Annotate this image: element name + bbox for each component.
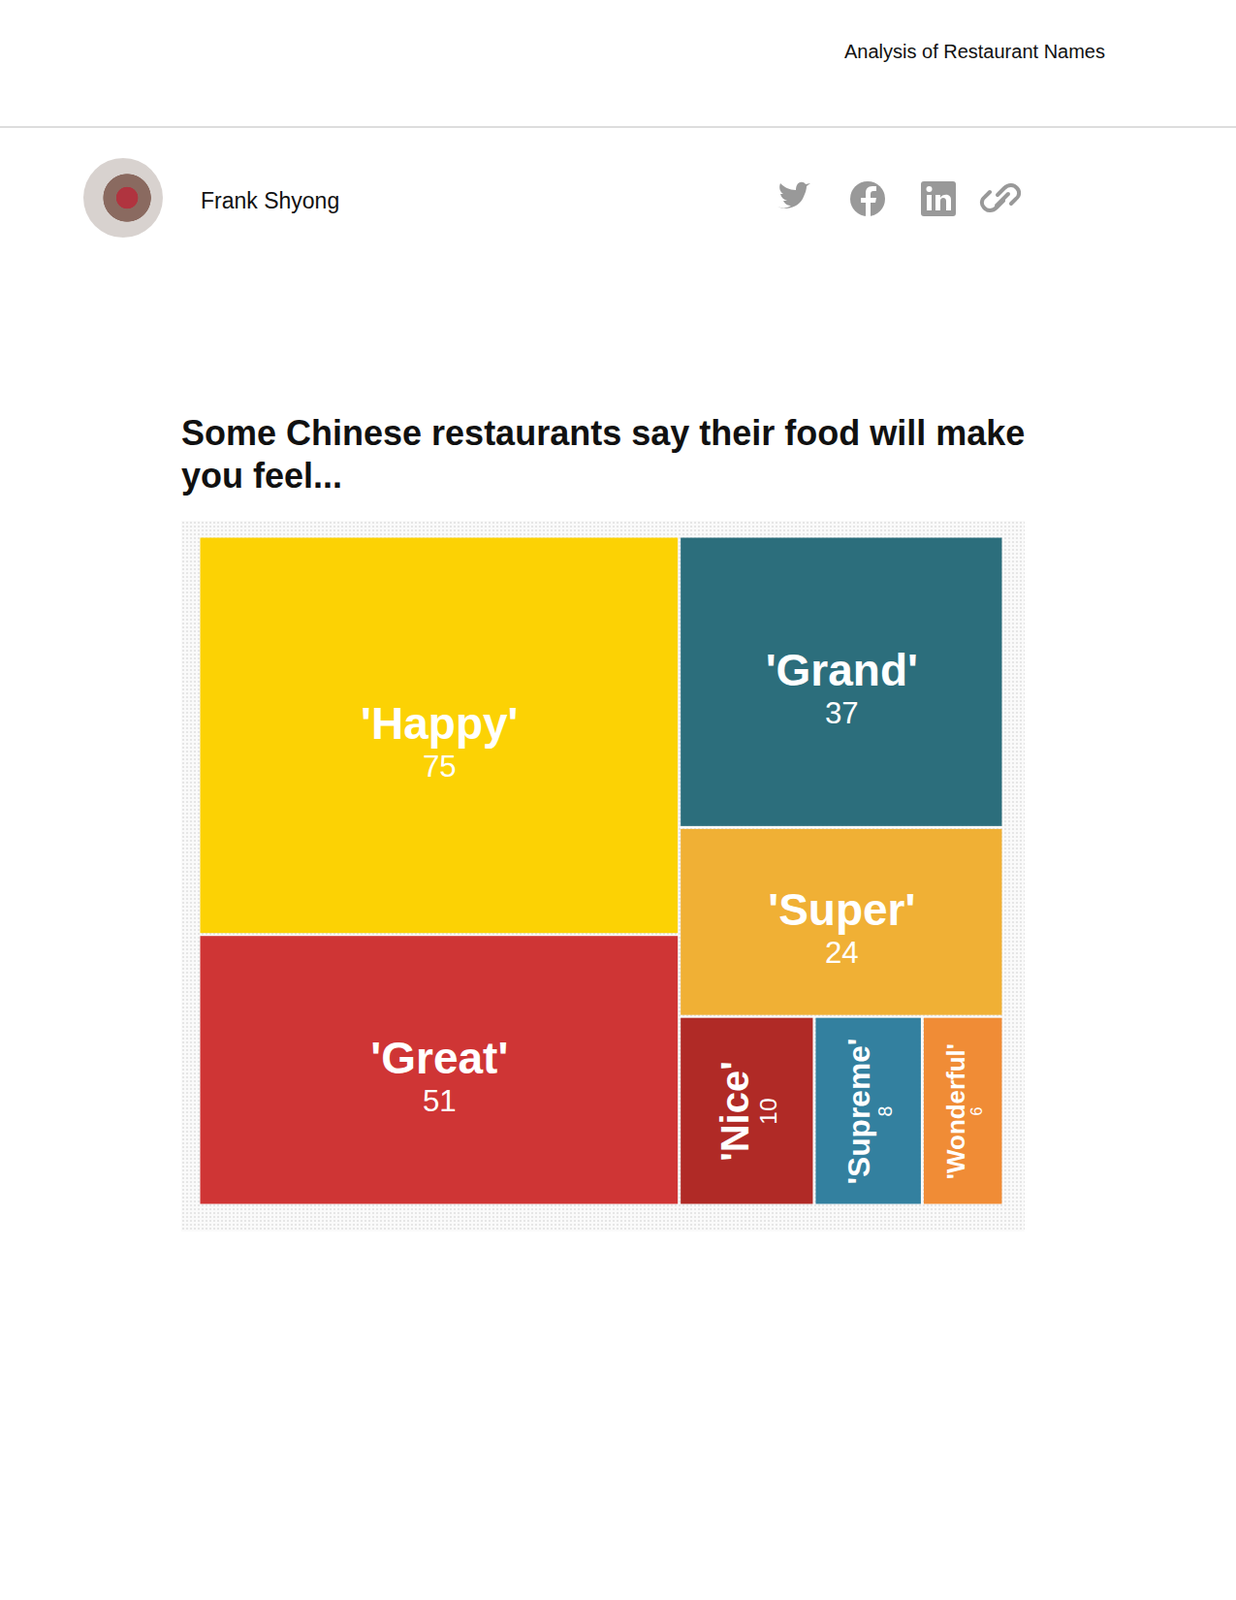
html-text:Analysis of Restaurant Names: Analysis of Restaurant Names: [844, 40, 1106, 63]
svg-text:'Wonderful': 'Wonderful': [942, 1043, 970, 1179]
html-text:Frank Shyong: Frank Shyong: [200, 188, 340, 214]
html-text:Some Chinese restaurants say t: Some Chinese restaurants say their food …: [181, 412, 1025, 496]
svg-text:10: 10: [755, 1097, 782, 1125]
svg-text:'Super': 'Super': [767, 884, 916, 935]
svg-text:51: 51: [422, 1083, 457, 1118]
svg-text:'Supreme': 'Supreme': [841, 1038, 877, 1185]
svg-text:'Grand': 'Grand': [765, 644, 919, 696]
svg-text:37: 37: [824, 696, 859, 730]
svg-text:75: 75: [422, 749, 457, 784]
svg-text:8: 8: [874, 1106, 896, 1117]
svg-text:6: 6: [967, 1107, 985, 1116]
svg-text:'Nice': 'Nice': [713, 1060, 757, 1162]
svg-text:'Great': 'Great': [370, 1032, 508, 1083]
svg-text:24: 24: [824, 935, 859, 970]
svg-text:'Happy': 'Happy': [360, 697, 518, 749]
